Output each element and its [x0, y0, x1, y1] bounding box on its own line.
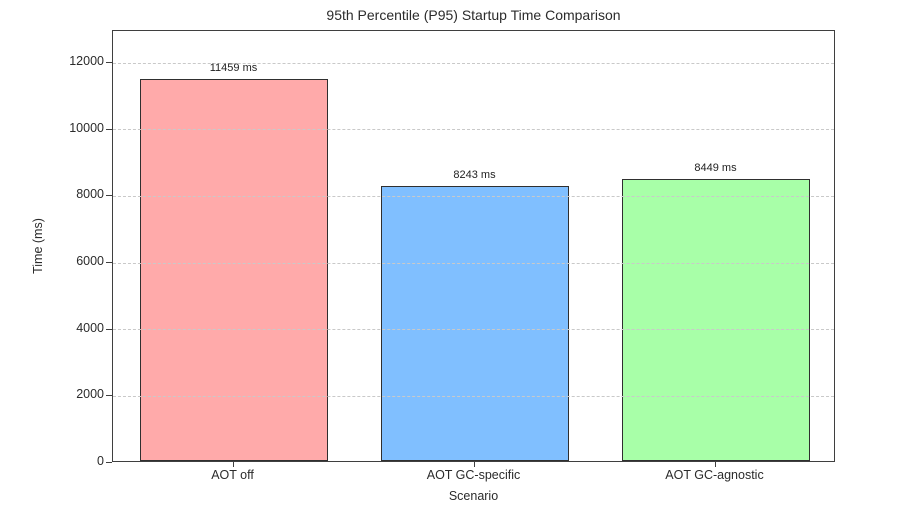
bar-1 — [380, 186, 569, 461]
y-tick-label: 10000 — [69, 120, 104, 135]
y-tick-mark — [106, 195, 112, 197]
gridline-12000 — [113, 62, 834, 64]
gridline-10000 — [113, 129, 834, 131]
x-tick-mark — [232, 462, 234, 467]
gridline-6000 — [113, 262, 834, 264]
y-tick-mark — [106, 128, 112, 130]
gridline-2000 — [113, 395, 834, 397]
y-tick-label: 12000 — [69, 54, 104, 68]
y-tick-label: 2000 — [76, 387, 104, 402]
plot-area: 11459 ms 8243 ms 8449 ms — [112, 30, 835, 462]
bar-value-label: 8449 ms — [694, 162, 737, 174]
x-tick-mark — [473, 462, 475, 467]
y-tick-mark — [106, 262, 112, 263]
y-tick-mark — [106, 62, 112, 63]
y-tick-label: 8000 — [76, 187, 104, 202]
y-tick-label: 6000 — [76, 254, 104, 268]
y-tick-label: 4000 — [76, 320, 104, 335]
x-tick-label: AOT off — [211, 468, 254, 482]
x-tick-mark — [714, 462, 716, 467]
bar-2 — [621, 179, 810, 461]
bar-value-label: 11459 ms — [209, 62, 258, 74]
y-tick-mark — [106, 328, 112, 330]
x-tick-label: AOT GC-agnostic — [665, 468, 764, 482]
bar-value-label: 8243 ms — [453, 169, 496, 181]
y-tick-mark — [106, 395, 112, 397]
gridline-8000 — [113, 195, 834, 197]
y-tick-label: 0 — [97, 454, 104, 468]
y-tick-mark — [106, 462, 112, 463]
chart-title: 95th Percentile (P95) Startup Time Compa… — [326, 7, 621, 23]
bar-0 — [139, 79, 328, 461]
x-axis-label: Scenario — [448, 489, 499, 503]
x-tick-label: AOT GC-specific — [426, 468, 521, 482]
gridline-4000 — [113, 329, 834, 331]
